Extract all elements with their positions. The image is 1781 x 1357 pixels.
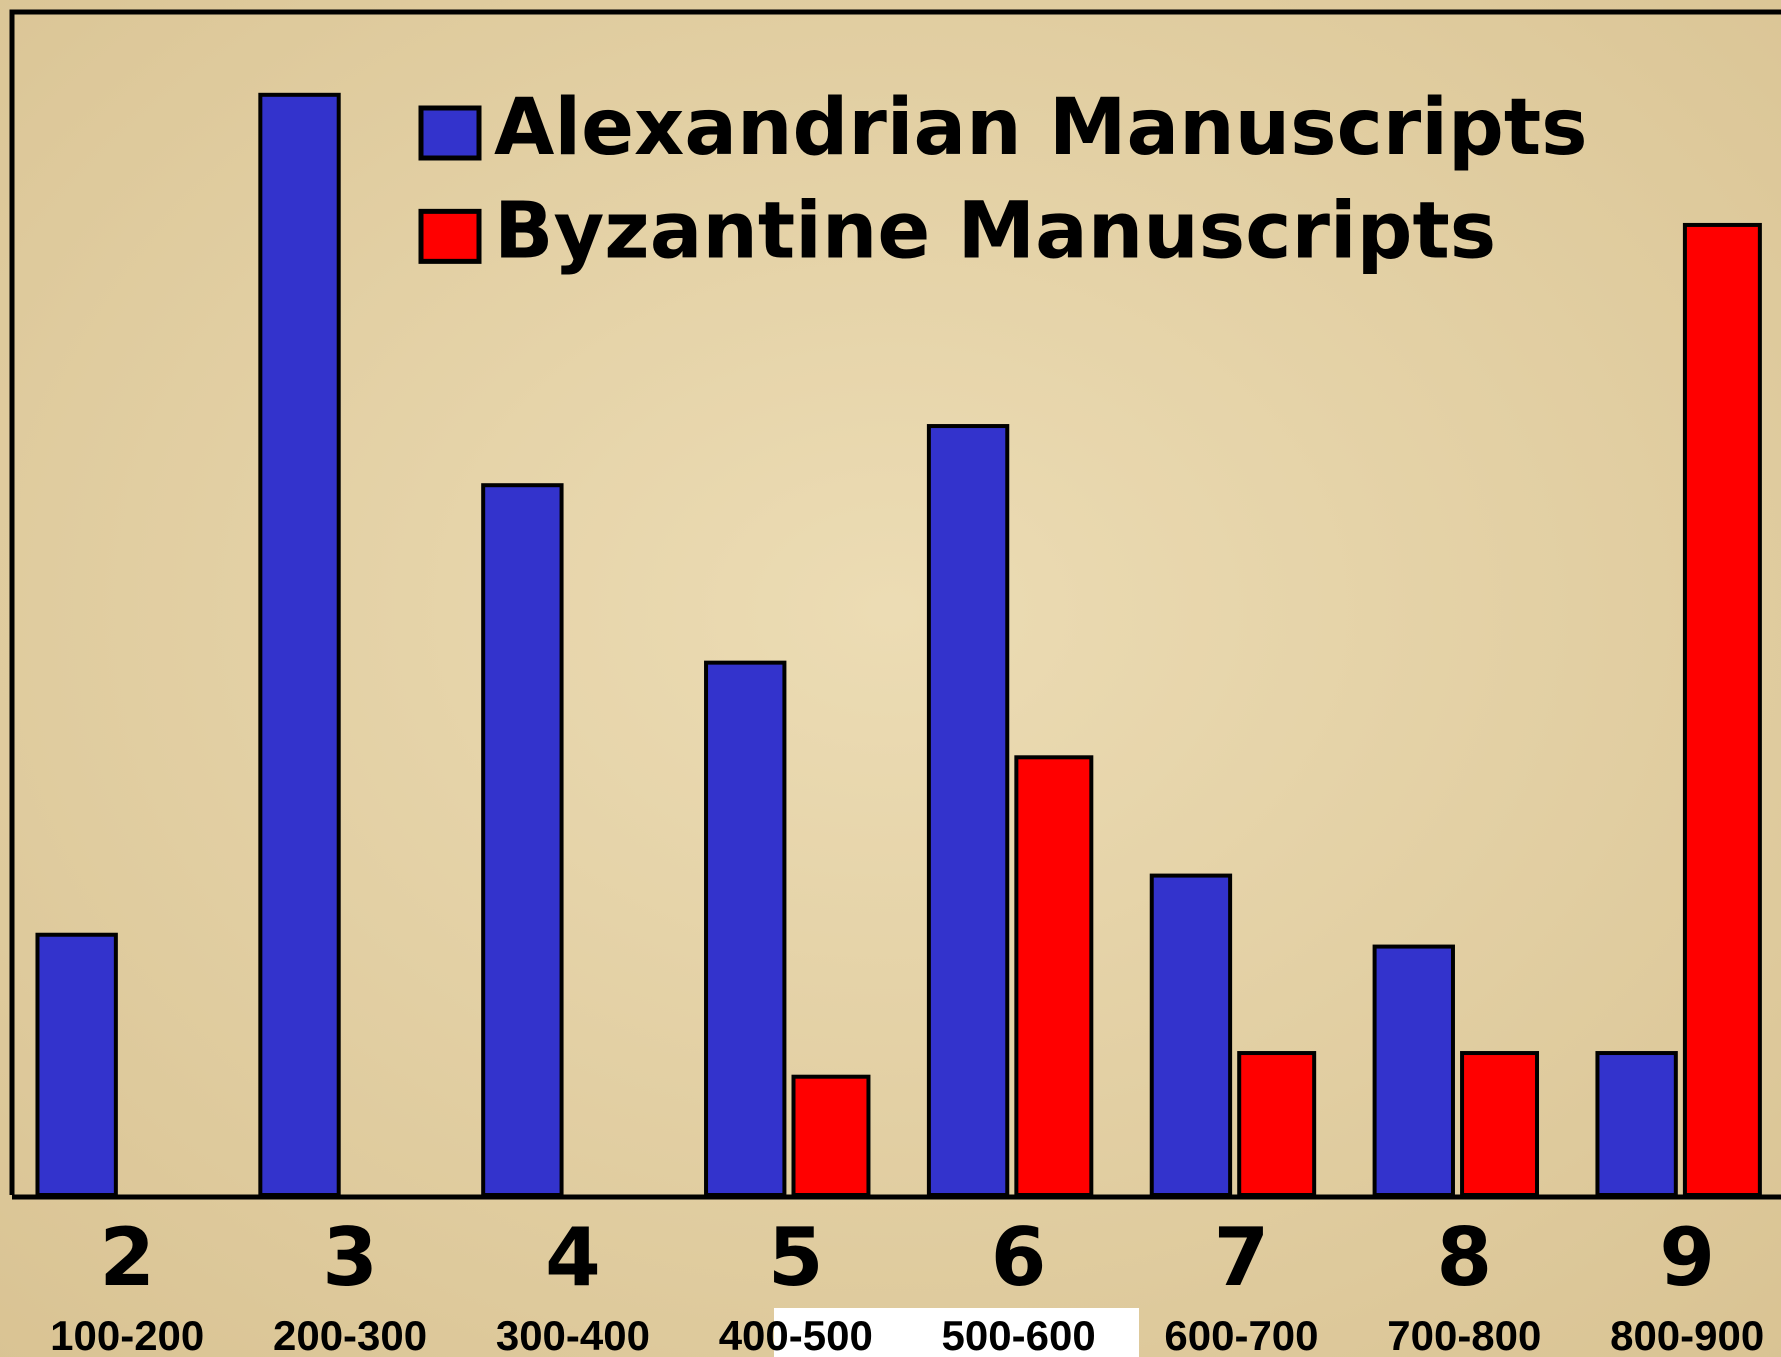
x-tick-sublabel: 800-900 [1610, 1312, 1764, 1357]
label-highlight [774, 1308, 1139, 1357]
legend-label: Alexandrian Manuscripts [494, 83, 1588, 173]
x-tick-label: 4 [545, 1211, 601, 1304]
bar [1682, 222, 1762, 1197]
bar [704, 660, 787, 1197]
bar [791, 1074, 871, 1197]
x-tick-label: 8 [1436, 1211, 1492, 1304]
bar [1014, 755, 1094, 1197]
bar [35, 932, 118, 1197]
x-tick-sublabel: 700-800 [1387, 1312, 1541, 1357]
x-tick-sublabel: 300-400 [496, 1312, 650, 1357]
x-tick-label: 7 [1214, 1211, 1270, 1304]
legend-swatch [418, 208, 482, 264]
bar [926, 424, 1010, 1197]
x-tick-label: 5 [768, 1211, 824, 1304]
x-tick-sublabel: 200-300 [273, 1312, 427, 1357]
bar [1460, 1051, 1540, 1198]
x-tick-label: 9 [1659, 1211, 1715, 1304]
bar [1149, 873, 1233, 1198]
x-tick-sublabel: 500-600 [942, 1312, 1096, 1357]
x-tick-sublabel: 100-200 [50, 1312, 204, 1357]
legend-swatch [418, 105, 482, 161]
x-tick-label: 3 [322, 1211, 378, 1304]
bar [481, 483, 564, 1197]
plot-frame [9, 9, 1781, 1195]
bar [258, 92, 341, 1197]
x-tick-sublabel: 600-700 [1164, 1312, 1318, 1357]
bar [1237, 1051, 1317, 1198]
legend-label: Byzantine Manuscripts [494, 186, 1496, 276]
bar [1595, 1051, 1678, 1198]
x-tick-label: 6 [991, 1211, 1047, 1304]
x-tick-label: 2 [99, 1211, 155, 1304]
bar [1372, 944, 1455, 1197]
x-tick-sublabel: 400-500 [719, 1312, 873, 1357]
